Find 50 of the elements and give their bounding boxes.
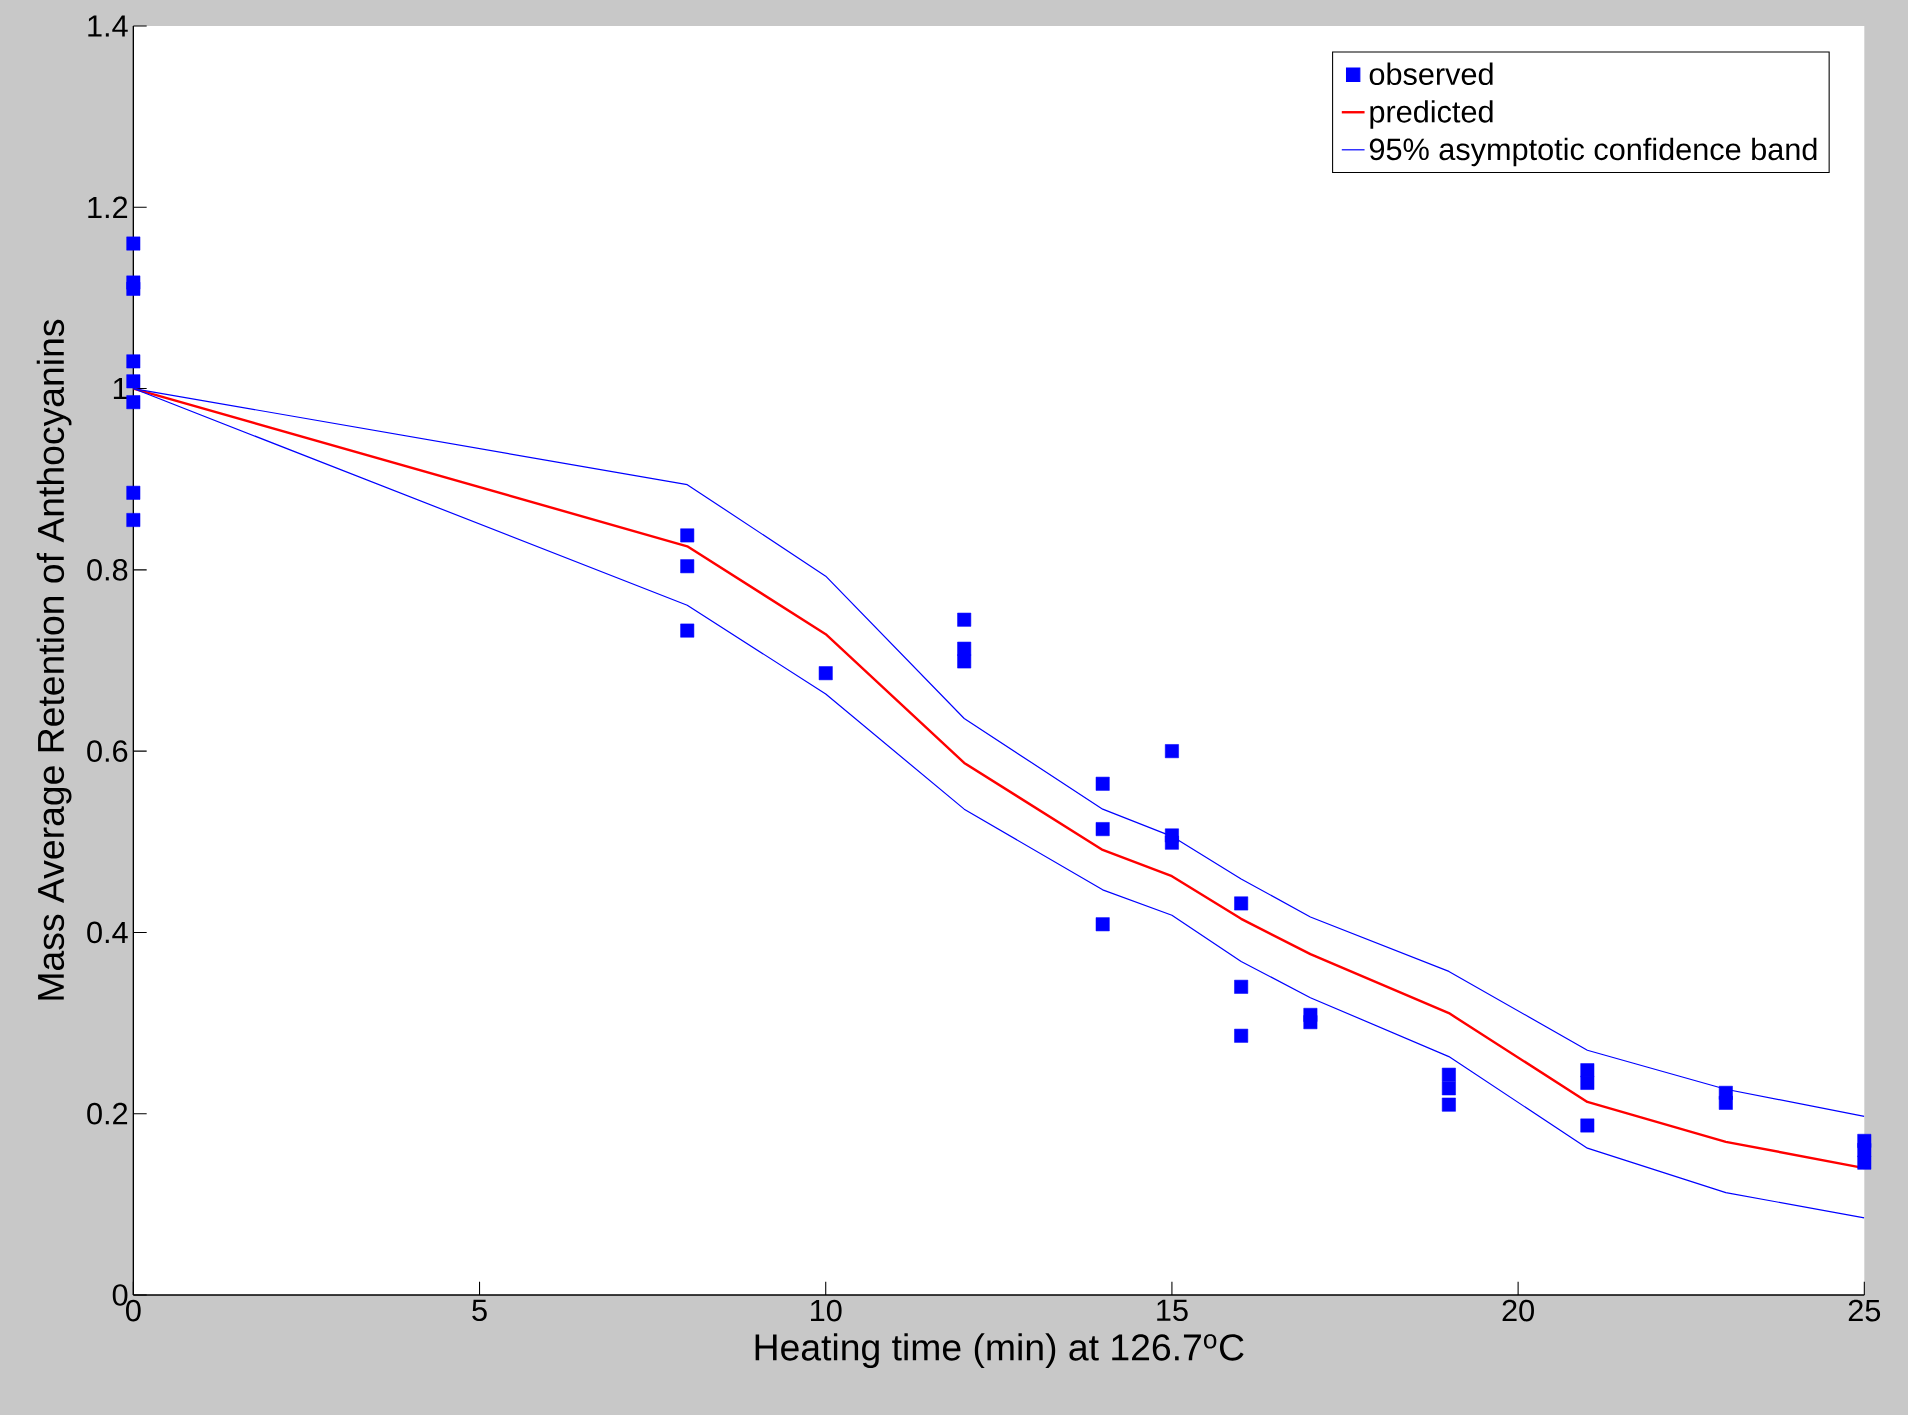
y-tick-label: 1.4 [88, 15, 128, 37]
x-tick-label: 15 [1157, 1299, 1188, 1322]
point [126, 485, 141, 500]
point [1441, 1067, 1456, 1082]
point [1441, 1081, 1456, 1096]
point [126, 513, 141, 527]
point [1164, 744, 1179, 759]
y-axis-title: Mass Average Retention of Anthocyanins [36, 319, 72, 1000]
legend-label: 95% asymptotic confidence band [1369, 137, 1817, 167]
point [1718, 1095, 1733, 1110]
point [957, 654, 972, 669]
point [1234, 896, 1249, 911]
point [957, 641, 972, 656]
point [126, 281, 141, 296]
point [680, 623, 695, 638]
x-tick-label: 20 [1502, 1299, 1534, 1322]
point [957, 612, 972, 627]
point [126, 236, 141, 251]
x-axis-title: Heating time (min) at 126.7$^{o}$C [755, 1333, 1244, 1369]
point [1580, 1075, 1595, 1090]
y-tick-label: 0.6 [87, 740, 128, 762]
point [680, 559, 695, 574]
point [1857, 1155, 1872, 1170]
legend-label: observed [1369, 62, 1493, 86]
x-tick-label: 25 [1848, 1299, 1881, 1322]
legend-label: predicted [1370, 100, 1493, 129]
point [1580, 1118, 1595, 1133]
point [1857, 1143, 1872, 1157]
x-tick-label: 5 [472, 1299, 487, 1322]
point [1441, 1097, 1456, 1112]
point [126, 354, 141, 369]
x-tick-label: 10 [811, 1299, 842, 1322]
point [818, 666, 833, 681]
point [1580, 1063, 1595, 1078]
y-tick-label: 0.2 [87, 1102, 128, 1125]
y-tick-label: 0 [112, 1284, 128, 1306]
point [1303, 1015, 1318, 1030]
point [1095, 822, 1110, 837]
point [1234, 1028, 1249, 1043]
point [680, 528, 695, 543]
point [1095, 776, 1110, 791]
y-tick-label: 0.8 [87, 559, 128, 581]
point [1234, 979, 1249, 994]
point [126, 395, 141, 410]
point [1164, 835, 1179, 850]
y-tick-label: 0.4 [87, 921, 128, 944]
point [126, 374, 141, 389]
y-tick-label: 1 [113, 378, 128, 400]
y-tick-label: 1.2 [88, 196, 128, 218]
point [1095, 917, 1110, 932]
